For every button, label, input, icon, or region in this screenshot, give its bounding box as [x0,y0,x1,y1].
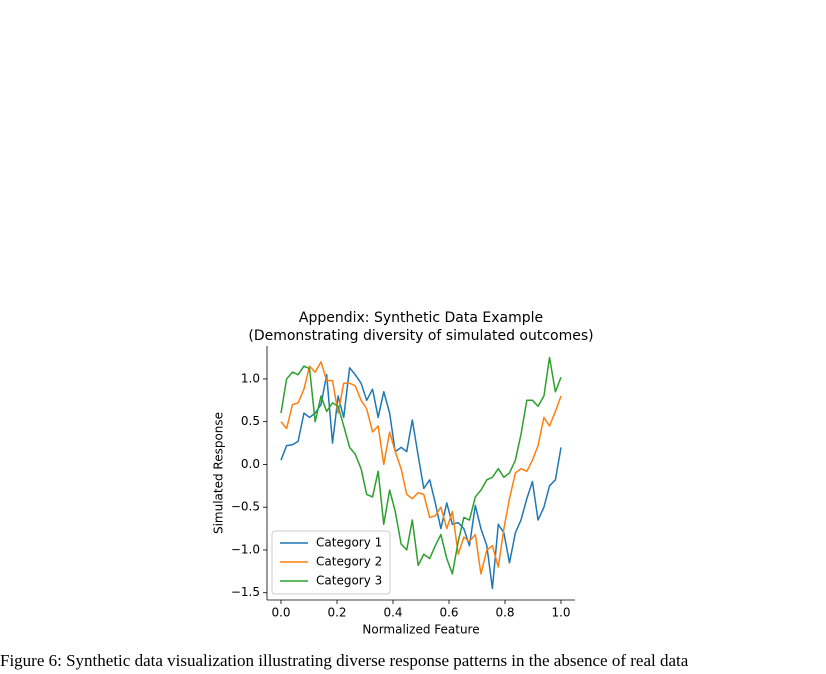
y-tick-label: −0.5 [231,500,260,514]
legend-label: Category 3 [316,574,382,588]
x-tick-label: 0.2 [327,606,346,620]
series-line [280,361,562,575]
x-tick-label: 0.0 [271,606,290,620]
y-axis-label: Simulated Response [212,412,226,534]
series-line [280,367,562,590]
y-tick-label: −1.5 [231,585,260,599]
x-axis-label: Normalized Feature [362,623,479,637]
chart-title: Appendix: Synthetic Data Example [299,310,543,326]
y-tick-label: 0.5 [241,414,260,428]
y-tick-label: 0.0 [241,457,260,471]
y-tick-label: 1.0 [241,371,260,385]
x-tick-label: 0.4 [383,606,402,620]
figure-caption: Figure 6: Synthetic data visualization i… [0,651,689,670]
series-line [280,356,562,575]
chart-title: (Demonstrating diversity of simulated ou… [248,328,593,344]
legend-label: Category 2 [316,555,382,569]
legend-label: Category 1 [316,536,382,550]
y-tick-label: −1.0 [231,542,260,556]
x-tick-label: 1.0 [551,606,570,620]
legend-box [271,530,391,595]
x-tick-label: 0.8 [495,606,514,620]
x-tick-label: 0.6 [439,606,458,620]
